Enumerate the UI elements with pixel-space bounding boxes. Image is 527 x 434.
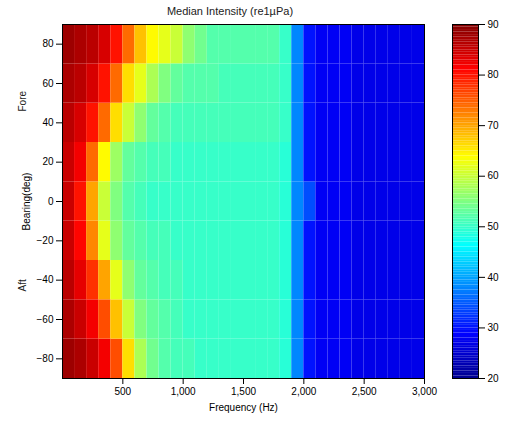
svg-text:−20: −20 — [37, 235, 54, 246]
svg-text:30: 30 — [488, 322, 500, 333]
svg-text:60: 60 — [488, 170, 500, 181]
svg-text:1,000: 1,000 — [171, 386, 196, 397]
svg-text:40: 40 — [42, 117, 54, 128]
svg-text:80: 80 — [42, 38, 54, 49]
svg-text:−60: −60 — [37, 314, 54, 325]
svg-text:20: 20 — [42, 156, 54, 167]
svg-text:Aft: Aft — [17, 279, 28, 291]
svg-text:40: 40 — [488, 272, 500, 283]
svg-text:2,000: 2,000 — [291, 386, 316, 397]
svg-text:Fore: Fore — [17, 91, 28, 112]
svg-text:Frequency (Hz): Frequency (Hz) — [209, 402, 278, 413]
svg-text:60: 60 — [42, 78, 54, 89]
svg-text:80: 80 — [488, 69, 500, 80]
svg-text:3,000: 3,000 — [412, 386, 437, 397]
html-text:Median Intensity (re1µPa): Median Intensity (re1µPa) — [166, 5, 294, 17]
svg-text:90: 90 — [488, 19, 500, 30]
svg-text:50: 50 — [488, 221, 500, 232]
svg-text:20: 20 — [488, 373, 500, 384]
svg-text:Bearing(deg): Bearing(deg) — [21, 173, 32, 231]
svg-text:−40: −40 — [37, 274, 54, 285]
svg-text:−80: −80 — [37, 353, 54, 364]
svg-text:0: 0 — [48, 196, 54, 207]
svg-text:70: 70 — [488, 120, 500, 131]
svg-text:2,500: 2,500 — [352, 386, 377, 397]
svg-text:500: 500 — [114, 386, 131, 397]
svg-text:1,500: 1,500 — [231, 386, 256, 397]
